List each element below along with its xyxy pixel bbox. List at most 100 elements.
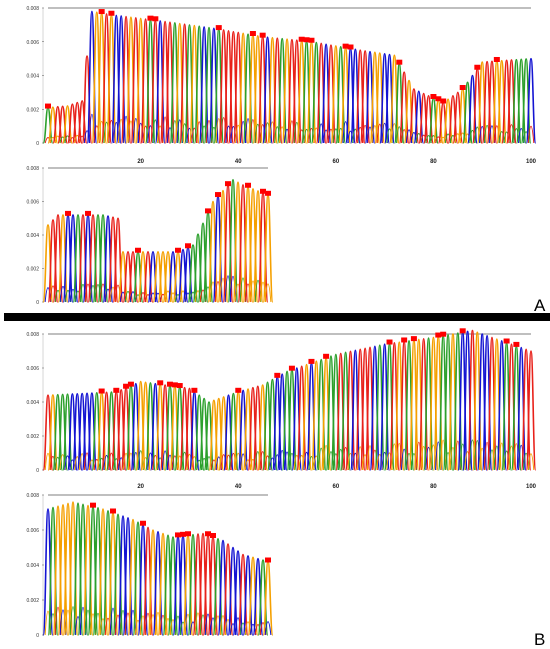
base-peak (525, 350, 537, 471)
base-peak (140, 381, 152, 471)
y-tick-label: 0.006 (26, 200, 39, 206)
base-peak (203, 26, 215, 144)
base-peak (315, 42, 327, 144)
insertion-marker (205, 208, 211, 214)
insertion-marker (308, 358, 315, 364)
base-peak (247, 556, 259, 636)
base-peak (442, 334, 454, 471)
base-peak (154, 20, 166, 144)
base-peak (388, 54, 400, 144)
base-peak (276, 373, 288, 471)
base-peak (127, 250, 139, 303)
base-peak (127, 518, 139, 636)
base-peak (359, 347, 371, 471)
base-peak (369, 51, 381, 144)
secondary-peak (109, 607, 117, 636)
base-peak (197, 532, 209, 636)
base-peak (122, 516, 134, 636)
base-peak (101, 13, 112, 144)
base-peak (325, 44, 337, 144)
x-tick-label: 60 (333, 159, 340, 165)
base-peak (125, 16, 137, 144)
base-peak (57, 214, 69, 303)
insertion-marker (347, 44, 354, 50)
base-peak (266, 378, 278, 471)
base-peak (162, 534, 174, 636)
base-peak (481, 334, 493, 471)
base-peak (393, 341, 405, 471)
base-peak (349, 349, 361, 471)
y-tick-label: 0.008 (26, 493, 39, 499)
base-peak (142, 250, 154, 303)
chromatogram-panel-b-row-2: 0 0.002 0.004 0.006 0.008 (26, 493, 274, 639)
base-peak (135, 380, 147, 471)
base-peak (179, 23, 191, 144)
insertion-marker (185, 243, 191, 249)
insertion-marker (175, 247, 181, 253)
base-peak (115, 15, 127, 144)
base-peak (71, 392, 83, 471)
insertion-marker (308, 37, 315, 43)
base-peak (506, 59, 517, 144)
secondary-peak (356, 446, 364, 471)
base-peak (207, 200, 219, 303)
base-peak (520, 348, 532, 471)
base-peak (213, 397, 225, 471)
base-peak (223, 394, 234, 471)
base-peak (140, 18, 152, 144)
base-peak (325, 355, 337, 471)
base-peak (102, 509, 114, 636)
base-peak (349, 48, 361, 144)
base-peak (515, 58, 527, 144)
secondary-peak (83, 452, 91, 471)
base-peak (159, 384, 171, 471)
base-peak (237, 553, 249, 636)
base-peak (510, 58, 522, 144)
base-peak (105, 391, 117, 471)
base-peak (145, 382, 156, 471)
base-peak (476, 61, 488, 144)
base-peak (187, 533, 199, 636)
base-peak (296, 365, 308, 471)
base-peak (102, 215, 114, 303)
x-tick-label: 40 (235, 484, 242, 490)
insertion-marker (435, 332, 442, 338)
base-peak (62, 105, 73, 144)
base-peak (398, 71, 410, 144)
base-peak (142, 526, 154, 636)
base-peak (97, 214, 109, 303)
base-peak (52, 393, 64, 471)
base-peak (81, 392, 93, 471)
x-tick-label: 40 (235, 159, 242, 165)
base-peak (91, 11, 103, 144)
base-peak (471, 331, 483, 471)
base-peak (137, 250, 149, 303)
base-peak (418, 92, 430, 144)
insertion-marker (110, 508, 116, 514)
base-peak (345, 350, 356, 471)
base-peak (115, 388, 127, 471)
insertion-marker (440, 331, 447, 337)
base-peak (52, 505, 64, 636)
secondary-peak (239, 277, 247, 303)
base-peak (384, 53, 395, 144)
base-peak (149, 382, 161, 471)
base-peak (330, 45, 342, 144)
secondary-peak (114, 284, 122, 303)
insertion-marker (147, 15, 154, 21)
base-peak (486, 336, 498, 471)
base-peak (364, 50, 376, 144)
insertion-marker (474, 64, 481, 70)
base-peak (184, 387, 195, 471)
base-peak (86, 10, 98, 144)
base-peak (198, 397, 210, 471)
base-peak (57, 105, 69, 144)
insertion-marker (493, 56, 500, 62)
base-peak (447, 94, 459, 144)
base-peak (135, 17, 147, 144)
base-peak (266, 36, 278, 144)
base-peak (167, 536, 179, 636)
base-peak (62, 502, 74, 636)
base-peak (222, 543, 234, 636)
base-peak (174, 22, 186, 144)
